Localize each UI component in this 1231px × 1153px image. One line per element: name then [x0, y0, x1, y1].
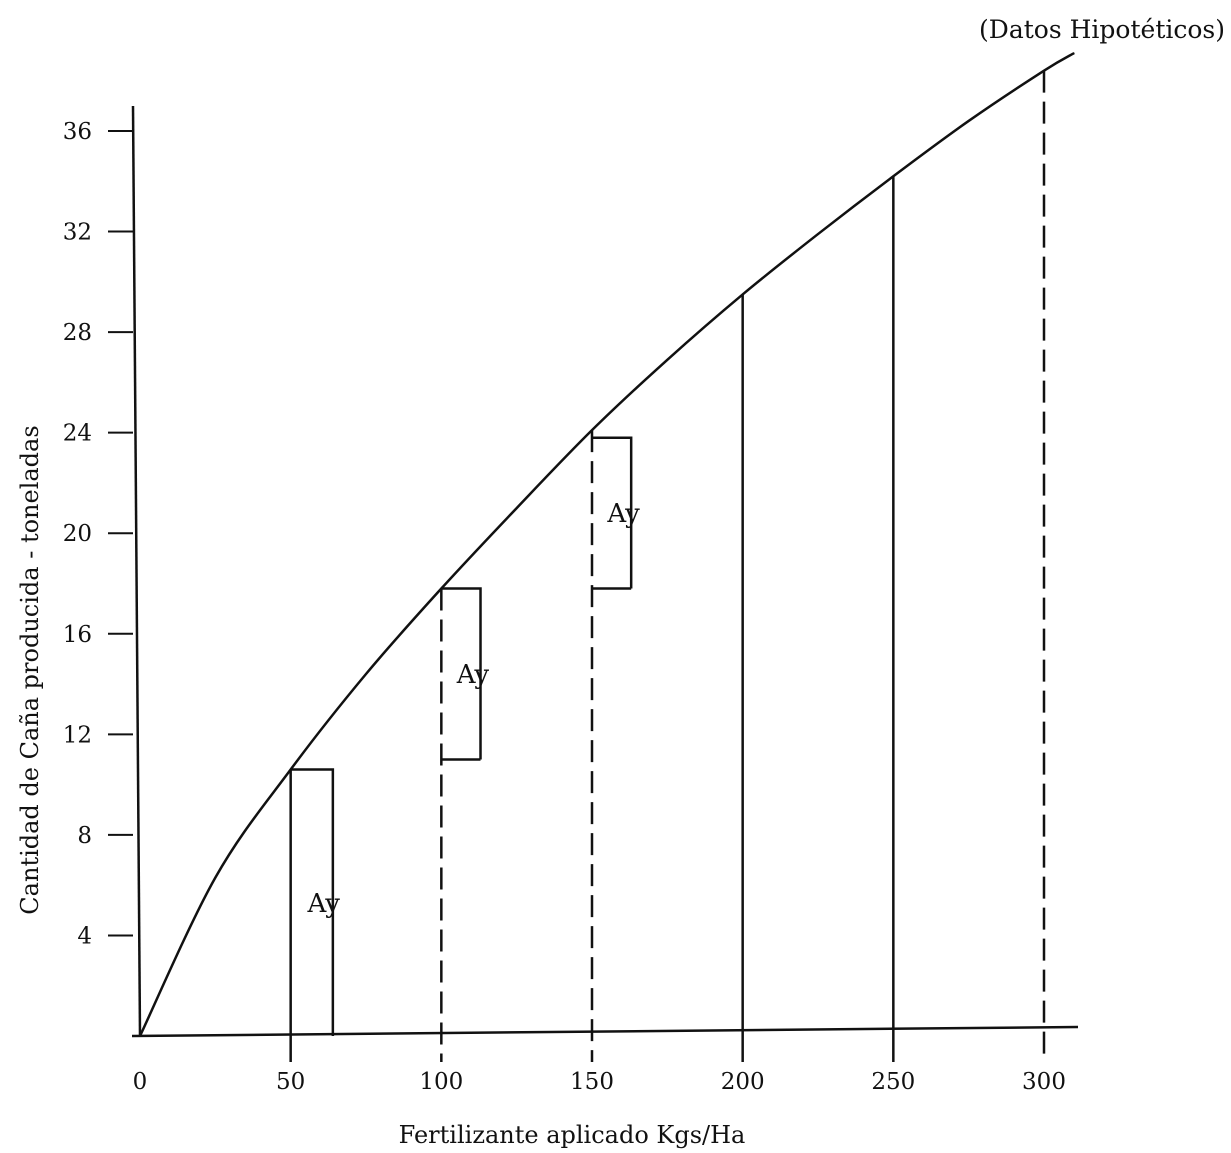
x-tick-label: 100 — [419, 1069, 463, 1095]
x-tick-label: 200 — [721, 1069, 765, 1095]
increment-bracket — [592, 436, 633, 589]
y-axis-ticks: 4 8 12 16 20 24 28 32 36 — [63, 119, 133, 949]
increment-bracket — [441, 587, 482, 760]
curve-point — [365, 673, 367, 675]
y-tick-label: 24 — [63, 421, 92, 447]
curve-point — [666, 359, 668, 361]
increment-label: Ay — [606, 499, 640, 529]
x-axis-line — [131, 1025, 1079, 1038]
x-tick-label: 300 — [1022, 1069, 1066, 1095]
annotation-labels: Ay Ay Ay — [307, 499, 641, 919]
chart-note: (Datos Hipotéticos) — [979, 15, 1225, 44]
curve-point — [516, 507, 518, 509]
x-tick-label: 0 — [133, 1069, 148, 1095]
curve-point — [591, 429, 593, 431]
increment-brackets — [290, 436, 633, 1036]
curve-point — [892, 175, 894, 177]
curve-point — [214, 877, 216, 879]
y-tick-label: 8 — [77, 823, 92, 849]
curve-point — [440, 588, 442, 590]
y-axis-label: Cantidad de Caña producida - toneladas — [16, 425, 44, 914]
vertical-guides — [289, 70, 1046, 1062]
y-tick-label: 36 — [63, 119, 92, 145]
increment-label: Ay — [456, 660, 490, 690]
x-tick-label: 150 — [570, 1069, 614, 1095]
curve-point — [817, 233, 819, 235]
curve-point — [1043, 70, 1045, 72]
x-axis-label: Fertilizante aplicado Kgs/Ha — [399, 1121, 746, 1149]
x-tick-label: 250 — [871, 1069, 915, 1095]
y-tick-label: 16 — [63, 622, 92, 648]
axes — [131, 105, 1079, 1038]
y-tick-label: 32 — [63, 220, 92, 246]
curve-point — [1073, 52, 1075, 54]
increment-label: Ay — [307, 889, 341, 919]
y-tick-label: 4 — [77, 923, 92, 949]
y-tick-label: 20 — [63, 521, 92, 547]
increment-bracket — [290, 768, 335, 1036]
y-axis-line — [131, 105, 142, 1037]
x-tick-label: 50 — [276, 1069, 305, 1095]
x-axis-ticks: 0 50 100 150 200 250 300 — [133, 1069, 1066, 1095]
y-tick-label: 12 — [63, 722, 92, 748]
production-curve — [138, 51, 1075, 1037]
y-tick-label: 28 — [63, 320, 92, 346]
curve-point — [290, 769, 292, 771]
curve-point — [742, 293, 744, 295]
curve-point — [968, 120, 970, 122]
production-curve-group — [138, 51, 1075, 1037]
